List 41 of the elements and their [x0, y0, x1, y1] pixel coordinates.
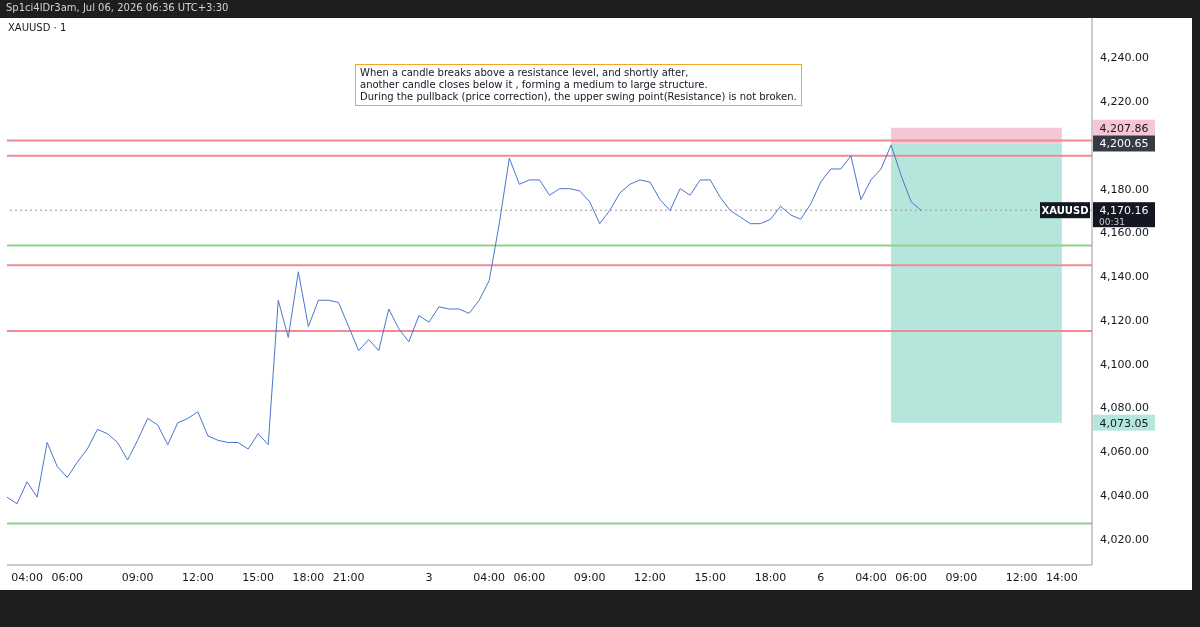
chart-title: XAUUSD · 1 — [8, 22, 67, 33]
text: 00:31 — [1099, 217, 1125, 228]
y-tick-label: 4,140.00 — [1100, 270, 1149, 284]
y-tick-label: 4,240.00 — [1100, 51, 1149, 65]
text: 4,207.86 — [1099, 121, 1149, 135]
y-tick-label: 4,220.00 — [1100, 95, 1149, 109]
annotation: When a candle breaks above a resistance level, and shortly after, another candle closes below it , forming a medium to large structure. During the pullback (price correction), the upper swing point(Resistance) is not broken. — [355, 64, 802, 106]
x-tick-label: 14:00 — [1046, 570, 1078, 584]
line-series — [6, 144, 922, 505]
x-tick-label: 09:00 — [945, 570, 978, 584]
y-tick-label: 4,040.00 — [1100, 488, 1149, 502]
x-tick-label: 18:00 — [754, 570, 787, 584]
x-tick-label: 6 — [817, 570, 825, 584]
x-tick-label: 12:00 — [1005, 570, 1038, 584]
y-tick-label: 4,100.00 — [1100, 357, 1149, 371]
y-tick-label: 4,160.00 — [1100, 226, 1149, 240]
ref-line-label: XAUUSD — [1041, 205, 1089, 217]
x-tick-label: 06:00 — [51, 570, 84, 584]
x-tick-label: 18:00 — [292, 570, 325, 584]
x-tick-label: 15:00 — [694, 570, 727, 584]
x-tick-label: 15:00 — [242, 570, 275, 584]
text: 4,170.16 — [1099, 204, 1149, 218]
x-tick-label: 3 — [425, 570, 433, 584]
chart-subtitle: Sp1ci4lDr3am, Jul 06, 2026 06:36 UTC+3:30 — [6, 2, 229, 13]
y-tick-label: 4,080.00 — [1100, 401, 1149, 415]
x-tick-label: 04:00 — [473, 570, 506, 584]
y-tick-label: 4,020.00 — [1100, 532, 1149, 546]
x-tick-label: 06:00 — [513, 570, 546, 584]
y-tick-label: 4,120.00 — [1100, 313, 1149, 327]
text: 4,200.65 — [1099, 137, 1149, 151]
x-tick-label: 04:00 — [855, 570, 887, 584]
x-tick-label: 04:00 — [11, 570, 43, 584]
x-tick-label: 12:00 — [182, 570, 214, 584]
x-tick-label: 09:00 — [121, 570, 154, 584]
x-tick-label: 12:00 — [634, 570, 666, 584]
y-tick-label: 4,060.00 — [1100, 445, 1149, 459]
y-tick-label: 4,180.00 — [1100, 182, 1149, 196]
text: 4,073.05 — [1099, 416, 1149, 430]
x-tick-label: 06:00 — [895, 570, 928, 584]
x-tick-label: 09:00 — [573, 570, 606, 584]
x-tick-label: 21:00 — [332, 570, 365, 584]
